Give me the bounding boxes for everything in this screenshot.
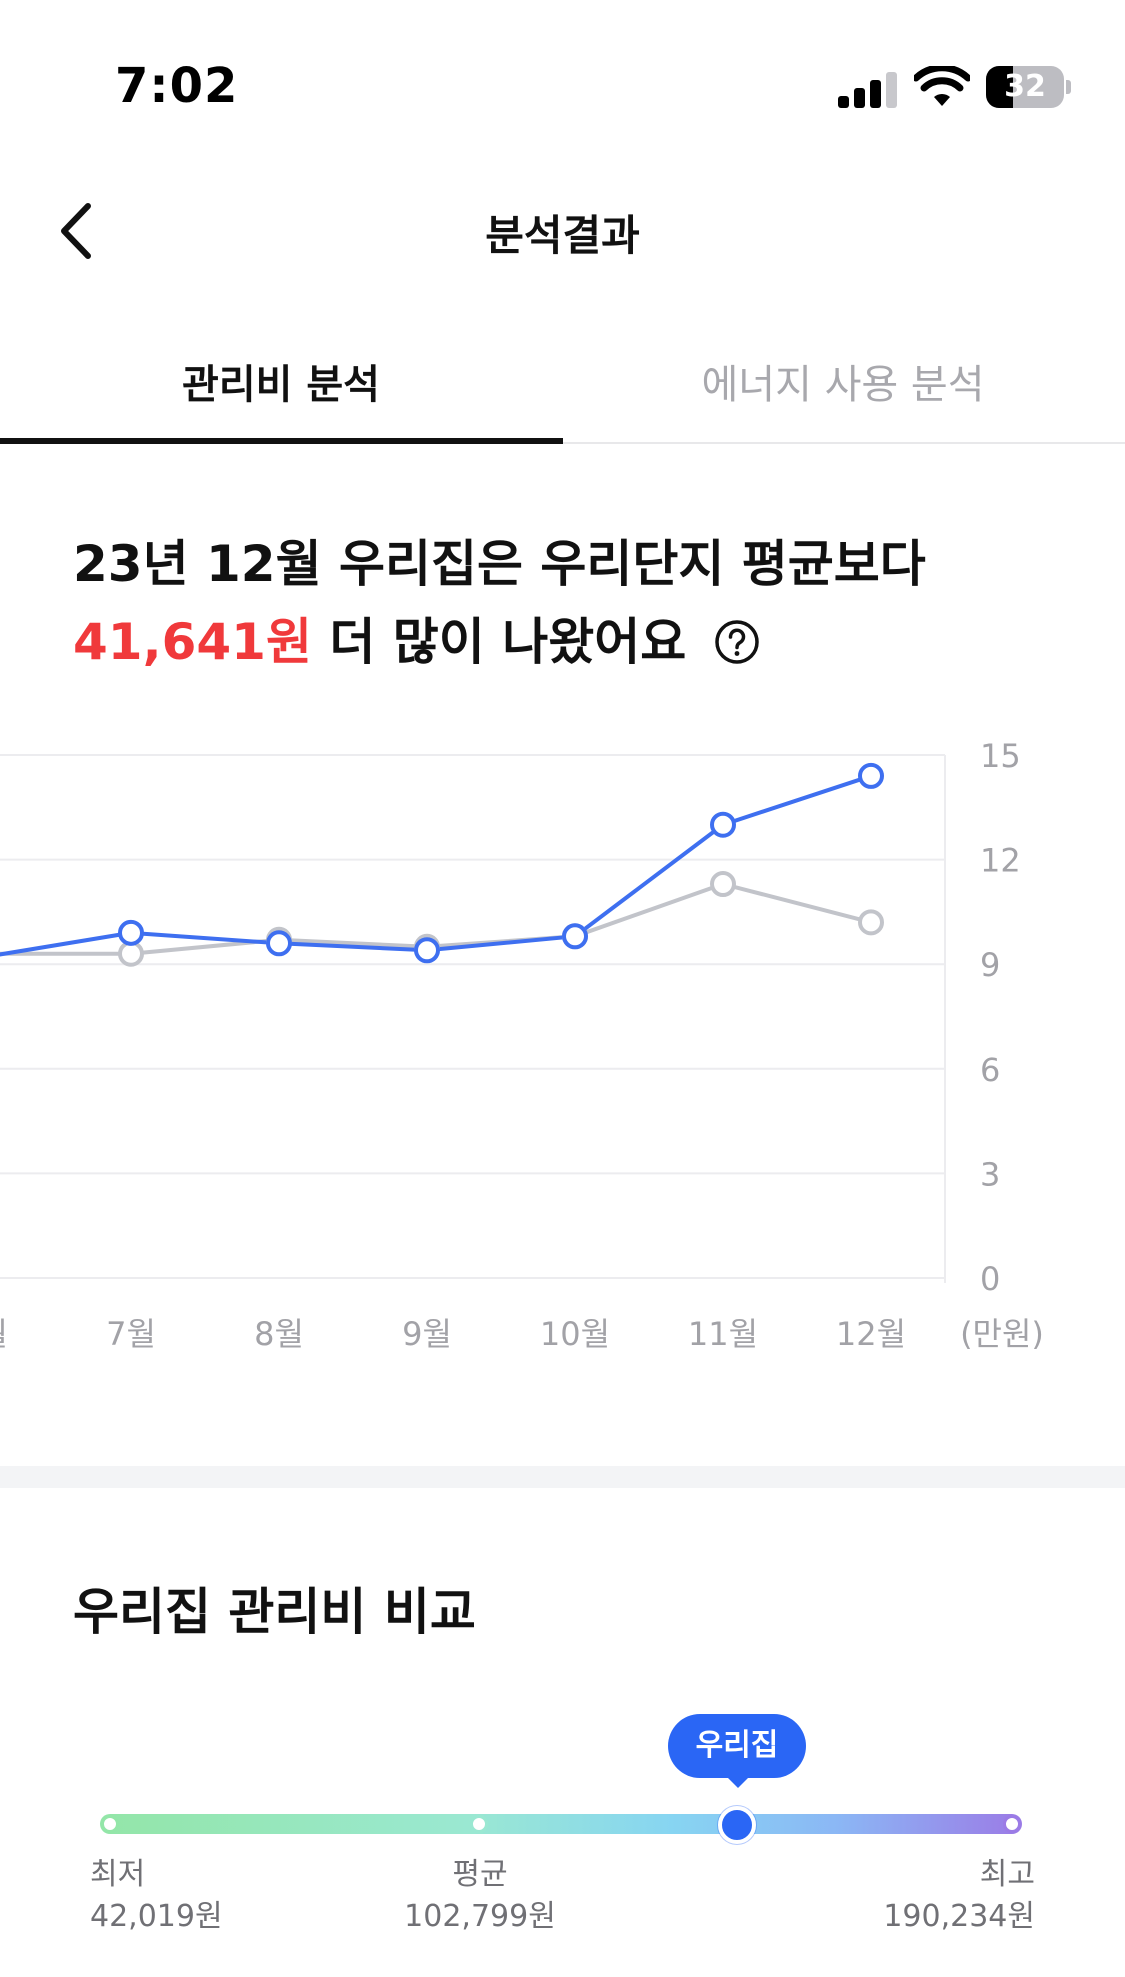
battery-icon: 32	[986, 66, 1064, 108]
question-circle-icon[interactable]	[714, 619, 760, 665]
avg-value: 102,799원	[404, 1899, 556, 1934]
headline-line-2: 41,641원 더 많이 나왔어요	[73, 603, 1073, 681]
series-point-1	[710, 871, 736, 898]
series-point-0	[414, 937, 440, 964]
min-value: 42,019원	[90, 1899, 223, 1934]
difference-amount: 41,641원	[73, 613, 312, 671]
tab-fee-analysis[interactable]: 관리비 분석	[182, 362, 380, 408]
x-tick-label: 12월	[836, 1315, 906, 1353]
series-point-0	[858, 762, 884, 789]
min-label-group: 최저 42,019원	[90, 1854, 223, 1938]
max-label-group: 최고 190,234원	[883, 1854, 1035, 1938]
my-home-bubble: 우리집	[668, 1714, 806, 1778]
y-tick-label: 0	[980, 1260, 1000, 1298]
series-point-1	[858, 909, 884, 936]
battery-cap	[1066, 80, 1071, 94]
x-tick-label: 7월	[106, 1315, 156, 1353]
x-tick-label: 10월	[540, 1315, 610, 1353]
my-home-marker	[718, 1806, 756, 1844]
headline-line-2-text: 더 많이 나왔어요	[329, 613, 687, 671]
max-marker	[1003, 1815, 1021, 1833]
y-tick-label: 12	[980, 842, 1021, 880]
battery-percent: 32	[1004, 69, 1046, 104]
status-time: 7:02	[115, 58, 239, 114]
avg-marker	[470, 1815, 488, 1833]
y-tick-label: 9	[980, 946, 1000, 984]
series-point-0	[118, 919, 144, 946]
chevron-left-icon[interactable]	[52, 200, 102, 262]
series-point-0	[562, 923, 588, 950]
x-tick-label: 11월	[688, 1315, 758, 1353]
series-point-1	[118, 940, 144, 967]
page-title: 분석결과	[485, 211, 640, 260]
section-separator	[0, 1466, 1125, 1488]
wifi-icon	[914, 66, 970, 106]
cellular-signal-icon	[838, 70, 898, 108]
series-point-0	[710, 811, 736, 838]
avg-label-group: 평균 102,799원	[380, 1854, 580, 1938]
series-point-0	[266, 930, 292, 957]
tab-active-indicator	[0, 438, 563, 444]
y-tick-label: 6	[980, 1051, 1000, 1089]
x-tick-label: 8월	[254, 1315, 304, 1353]
summary-headline: 23년 12월 우리집은 우리단지 평균보다 41,641원 더 많이 나왔어요	[73, 525, 1073, 681]
avg-label: 평균	[452, 1857, 508, 1892]
min-label: 최저	[90, 1857, 146, 1892]
fee-trend-chart: 0 3 6 9 12 15 6월 7월 8월 9월 10월 11월 12월 (만원)	[0, 737, 1044, 1353]
my-home-bubble-tail	[726, 1776, 750, 1788]
headline-line-1: 23년 12월 우리집은 우리단지 평균보다	[73, 535, 926, 593]
max-value: 190,234원	[883, 1899, 1035, 1934]
comparison-title: 우리집 관리비 비교	[73, 1583, 476, 1641]
min-marker	[101, 1815, 119, 1833]
comparison-range-bar	[100, 1814, 1022, 1834]
y-tick-label: 15	[980, 737, 1021, 775]
max-label: 최고	[979, 1857, 1035, 1892]
unit-label: (만원)	[960, 1315, 1044, 1353]
x-tick-label: 6월	[0, 1315, 8, 1353]
tab-energy-analysis[interactable]: 에너지 사용 분석	[701, 362, 985, 408]
x-tick-label: 9월	[402, 1315, 452, 1353]
y-tick-label: 3	[980, 1155, 1000, 1193]
status-bar: 7:02 32	[0, 0, 1125, 150]
